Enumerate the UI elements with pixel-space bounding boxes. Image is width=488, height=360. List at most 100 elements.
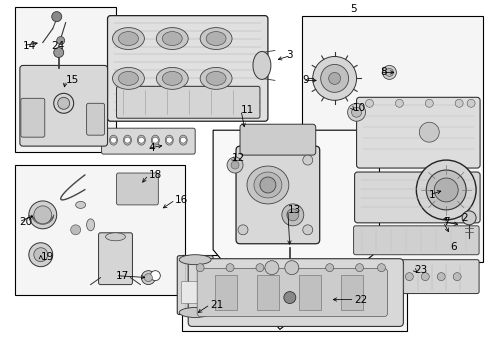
Circle shape xyxy=(283,292,295,303)
Text: 23: 23 xyxy=(413,265,427,275)
Ellipse shape xyxy=(206,32,225,45)
Circle shape xyxy=(286,209,298,221)
Circle shape xyxy=(302,155,312,165)
Ellipse shape xyxy=(165,135,173,145)
FancyBboxPatch shape xyxy=(86,103,104,135)
Circle shape xyxy=(328,72,340,84)
Circle shape xyxy=(54,48,63,58)
Circle shape xyxy=(426,170,465,210)
Text: 20: 20 xyxy=(19,217,32,227)
Circle shape xyxy=(144,274,152,282)
Bar xyxy=(182,255,407,332)
Text: 13: 13 xyxy=(287,205,301,215)
Circle shape xyxy=(312,57,356,100)
FancyBboxPatch shape xyxy=(177,256,213,315)
Text: 17: 17 xyxy=(115,271,128,281)
Circle shape xyxy=(377,264,385,272)
Circle shape xyxy=(141,271,155,285)
Circle shape xyxy=(196,264,203,272)
FancyBboxPatch shape xyxy=(181,282,209,303)
Circle shape xyxy=(461,211,475,225)
Bar xyxy=(340,275,362,310)
Text: 6: 6 xyxy=(449,242,456,252)
Ellipse shape xyxy=(105,233,125,241)
Ellipse shape xyxy=(156,28,188,50)
Ellipse shape xyxy=(137,135,145,145)
Circle shape xyxy=(54,93,74,113)
Circle shape xyxy=(419,122,438,142)
Circle shape xyxy=(58,97,69,109)
Text: 11: 11 xyxy=(241,105,254,115)
Circle shape xyxy=(452,273,460,280)
Circle shape xyxy=(255,264,264,272)
Circle shape xyxy=(110,137,116,143)
Circle shape xyxy=(351,107,361,117)
Text: 4: 4 xyxy=(148,143,155,153)
Ellipse shape xyxy=(200,28,232,50)
Circle shape xyxy=(152,137,158,143)
FancyBboxPatch shape xyxy=(236,146,319,244)
FancyBboxPatch shape xyxy=(397,260,478,293)
Ellipse shape xyxy=(151,135,159,145)
Ellipse shape xyxy=(200,67,232,89)
Polygon shape xyxy=(213,130,379,329)
Text: 19: 19 xyxy=(41,252,54,262)
Circle shape xyxy=(225,264,234,272)
FancyBboxPatch shape xyxy=(353,226,478,255)
FancyBboxPatch shape xyxy=(354,172,479,223)
Circle shape xyxy=(29,243,53,267)
Ellipse shape xyxy=(109,135,117,145)
Text: 7: 7 xyxy=(442,217,449,227)
Circle shape xyxy=(34,248,48,262)
Circle shape xyxy=(52,12,61,22)
Ellipse shape xyxy=(206,71,225,85)
Circle shape xyxy=(290,264,298,272)
Circle shape xyxy=(405,273,412,280)
Circle shape xyxy=(34,206,52,224)
Ellipse shape xyxy=(118,32,138,45)
Ellipse shape xyxy=(252,51,270,80)
Circle shape xyxy=(385,68,393,76)
Circle shape xyxy=(436,273,444,280)
Text: 22: 22 xyxy=(354,294,367,305)
Ellipse shape xyxy=(118,71,138,85)
Bar xyxy=(15,7,116,152)
Ellipse shape xyxy=(253,172,281,198)
FancyBboxPatch shape xyxy=(21,98,45,137)
Text: 15: 15 xyxy=(65,75,79,85)
FancyBboxPatch shape xyxy=(240,124,315,155)
Circle shape xyxy=(260,177,275,193)
Text: 18: 18 xyxy=(148,170,162,180)
Circle shape xyxy=(433,178,457,202)
FancyBboxPatch shape xyxy=(356,97,479,168)
Ellipse shape xyxy=(179,255,211,265)
FancyBboxPatch shape xyxy=(116,173,158,205)
Circle shape xyxy=(454,99,462,107)
Text: 24: 24 xyxy=(51,41,64,50)
Text: 21: 21 xyxy=(210,300,223,310)
FancyBboxPatch shape xyxy=(102,128,195,154)
Ellipse shape xyxy=(86,219,94,231)
Text: 1: 1 xyxy=(428,190,435,200)
Circle shape xyxy=(238,225,247,235)
Ellipse shape xyxy=(112,67,144,89)
Text: 9: 9 xyxy=(302,75,309,85)
Circle shape xyxy=(124,137,130,143)
FancyBboxPatch shape xyxy=(20,66,107,146)
Circle shape xyxy=(166,137,172,143)
Ellipse shape xyxy=(246,166,288,204)
Circle shape xyxy=(355,264,363,272)
Circle shape xyxy=(347,103,365,121)
FancyBboxPatch shape xyxy=(99,233,132,285)
Circle shape xyxy=(365,99,373,107)
Text: 14: 14 xyxy=(23,41,36,50)
Bar xyxy=(256,275,278,310)
Circle shape xyxy=(57,37,64,45)
Circle shape xyxy=(320,64,348,92)
Text: 2: 2 xyxy=(460,213,467,223)
Text: 8: 8 xyxy=(380,67,386,77)
Ellipse shape xyxy=(179,135,187,145)
Circle shape xyxy=(226,157,243,173)
Bar xyxy=(301,15,482,262)
Circle shape xyxy=(285,261,298,275)
